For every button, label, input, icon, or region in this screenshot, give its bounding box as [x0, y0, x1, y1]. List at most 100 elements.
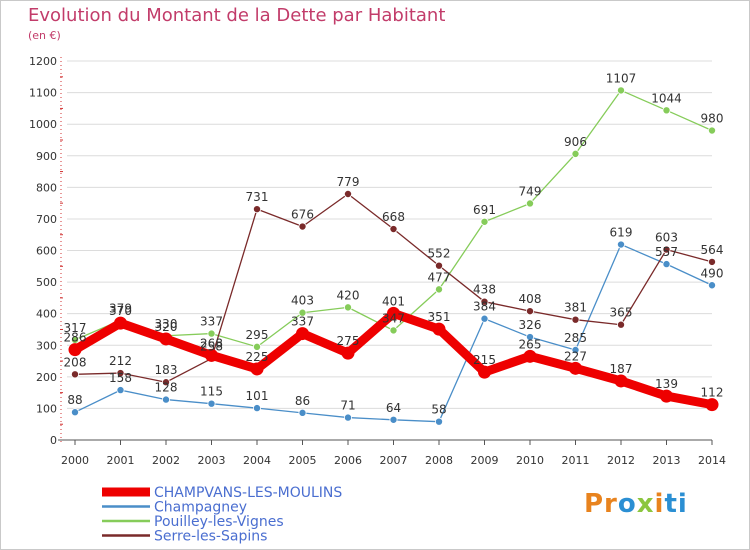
- data-point: [660, 389, 673, 403]
- data-label: 403: [291, 294, 314, 308]
- data-label: 564: [701, 243, 724, 257]
- data-label: 381: [564, 301, 587, 315]
- data-point: [343, 189, 352, 198]
- data-label: 158: [109, 371, 132, 385]
- y-tick-label: 0: [50, 434, 57, 447]
- x-tick-label: 2005: [289, 454, 317, 467]
- x-tick-label: 2004: [243, 454, 271, 467]
- data-point: [662, 260, 671, 269]
- data-label: 275: [337, 334, 360, 348]
- data-point: [296, 327, 309, 341]
- data-point: [71, 408, 80, 417]
- data-point: [569, 361, 582, 375]
- data-label: 71: [340, 399, 355, 413]
- y-tick-label: 700: [36, 213, 57, 226]
- data-point: [662, 106, 671, 115]
- data-label: 88: [67, 393, 82, 407]
- data-label: 225: [246, 350, 269, 364]
- legend-label: Serre-les-Sapins: [154, 529, 267, 545]
- data-point: [161, 378, 170, 387]
- data-label: 557: [655, 245, 678, 259]
- x-tick-label: 2001: [107, 454, 135, 467]
- data-label: 187: [610, 362, 633, 376]
- x-tick-label: 2007: [380, 454, 408, 467]
- data-point: [434, 417, 443, 426]
- series-lines: [68, 86, 719, 426]
- data-point: [617, 240, 626, 249]
- data-label: 365: [610, 306, 633, 320]
- data-label: 351: [428, 310, 451, 324]
- data-label: 779: [337, 175, 360, 189]
- data-point: [526, 307, 535, 316]
- logo-part: Pr: [584, 489, 618, 519]
- data-point: [708, 126, 717, 135]
- data-label: 1044: [651, 91, 682, 105]
- data-label: 258: [200, 340, 223, 354]
- data-point: [387, 306, 400, 320]
- data-point: [434, 285, 443, 294]
- data-point: [389, 225, 398, 234]
- y-tick-label: 100: [36, 402, 57, 415]
- data-label: 64: [386, 401, 401, 415]
- data-label: 408: [519, 292, 542, 306]
- data-label: 420: [337, 288, 360, 302]
- x-tick-label: 2000: [61, 454, 89, 467]
- data-label: 128: [155, 381, 178, 395]
- y-tick-label: 400: [36, 308, 57, 321]
- data-point: [480, 314, 489, 323]
- x-tick-label: 2011: [562, 454, 590, 467]
- legend-label: Champagney: [154, 500, 247, 516]
- data-label: 265: [519, 337, 542, 351]
- data-label: 295: [246, 328, 269, 342]
- data-labels: 286 370 320 268 225 337 275 401 351 215 265 227 187 1…: [64, 71, 724, 416]
- data-label: 337: [291, 315, 314, 329]
- data-label: 326: [519, 318, 542, 332]
- data-label: 980: [701, 112, 724, 126]
- data-label: 438: [473, 283, 496, 297]
- x-tick-label: 2002: [152, 454, 180, 467]
- data-point: [708, 257, 717, 266]
- data-label: 619: [610, 226, 633, 240]
- data-label: 906: [564, 135, 587, 149]
- data-label: 268: [200, 336, 223, 350]
- logo-part: x: [636, 489, 655, 519]
- data-label: 384: [473, 300, 496, 314]
- data-label: 749: [519, 184, 542, 198]
- y-tick-label: 1100: [29, 87, 57, 100]
- data-label: 208: [64, 355, 87, 369]
- data-label: 731: [246, 190, 269, 204]
- y-tick-label: 600: [36, 245, 57, 258]
- data-label: 285: [564, 331, 587, 345]
- y-tick-label: 200: [36, 371, 57, 384]
- y-tick-label: 800: [36, 181, 57, 194]
- data-point: [116, 386, 125, 395]
- data-label: 676: [291, 208, 314, 222]
- data-label: 603: [655, 231, 678, 245]
- logo-part: o: [617, 489, 637, 519]
- data-point: [250, 362, 264, 376]
- chart-title: Evolution du Montant de la Dette par Hab…: [28, 5, 446, 26]
- data-label: 212: [109, 354, 132, 368]
- data-point: [526, 199, 535, 208]
- axes: 0 100 200 300 400 500 600 700 800 900 1000 1100 1200…: [29, 55, 726, 467]
- data-point: [205, 348, 218, 362]
- data-label: 183: [155, 363, 178, 377]
- x-tick-label: 2012: [607, 454, 635, 467]
- data-label: 139: [655, 377, 678, 391]
- data-point: [708, 281, 717, 290]
- data-label: 112: [701, 386, 724, 400]
- x-tick-label: 2008: [425, 454, 453, 467]
- x-tick-label: 2013: [653, 454, 681, 467]
- data-point: [614, 374, 628, 388]
- data-label: 320: [155, 320, 178, 334]
- data-label: 286: [64, 331, 87, 345]
- data-point: [478, 365, 491, 379]
- y-tick-label: 1200: [29, 55, 57, 68]
- data-label: 215: [473, 353, 496, 367]
- legend-label: CHAMPVANS-LES-MOULINS: [154, 485, 342, 501]
- data-point: [662, 245, 671, 254]
- data-point: [705, 398, 719, 412]
- data-point: [207, 329, 216, 338]
- data-label: 401: [382, 294, 405, 308]
